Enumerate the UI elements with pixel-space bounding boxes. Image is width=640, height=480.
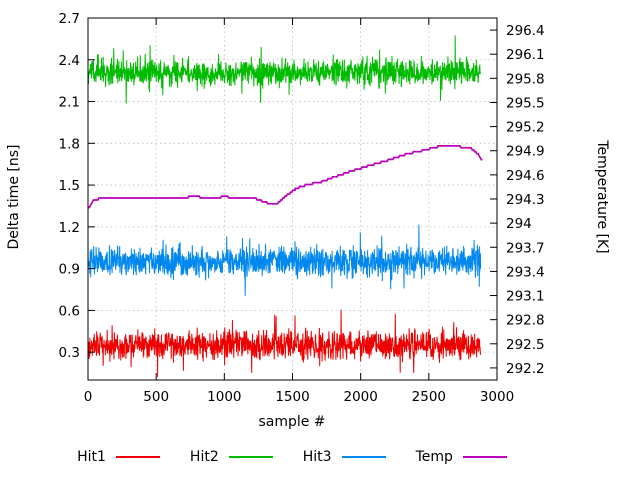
legend-label: Temp: [415, 449, 453, 465]
left-tick-label: 2.1: [59, 95, 80, 111]
right-tick-label: 293.7: [506, 240, 545, 256]
left-tick-label: 2.4: [59, 53, 80, 69]
x-tick-label: 3000: [480, 389, 514, 405]
series-hit3: [87, 224, 482, 296]
left-tick-label: 0.3: [59, 345, 80, 361]
x-tick-label: 2000: [343, 389, 377, 405]
legend: Hit1 Hit2 Hit3 Temp: [12, 449, 572, 465]
right-tick-label: 292.8: [506, 313, 545, 329]
tick-labels: 0.3 0.6 0.9 1.2 1.5 1.8 2.1 2.4 2.7 292.2 292.5 292…: [59, 11, 545, 405]
left-tick-label: 2.7: [59, 11, 80, 27]
right-tick-label: 294.9: [506, 144, 545, 160]
right-tick-label: 293.4: [506, 264, 545, 280]
legend-label: Hit1: [77, 449, 106, 465]
left-tick-label: 0.9: [59, 262, 80, 278]
legend-line-sample: [341, 456, 386, 458]
series-hit2: [87, 35, 482, 104]
x-tick-label: 0: [84, 389, 93, 405]
legend-item-temp: Temp: [416, 449, 507, 465]
right-tick-label: 294.3: [506, 192, 545, 208]
legend-line-sample: [462, 456, 507, 458]
right-tick-label: 295.2: [506, 120, 545, 136]
right-tick-label: 295.5: [506, 95, 545, 111]
x-axis-title: sample #: [258, 414, 326, 430]
legend-item-hit2: Hit2: [190, 449, 273, 465]
legend-line-sample: [228, 456, 273, 458]
right-tick-label: 294: [506, 216, 532, 232]
legend-line-sample: [115, 456, 160, 458]
right-tick-label: 296.4: [506, 23, 545, 39]
right-tick-label: 292.2: [506, 361, 545, 377]
x-tick-label: 1500: [275, 389, 309, 405]
x-tick-label: 1000: [207, 389, 241, 405]
tick-marks: [87, 17, 498, 380]
legend-item-hit3: Hit3: [303, 449, 386, 465]
x-tick-label: 2500: [412, 389, 446, 405]
legend-label: Hit2: [189, 449, 219, 465]
left-tick-label: 1.2: [59, 220, 80, 236]
right-tick-label: 295.8: [506, 71, 545, 87]
x-tick-label: 500: [143, 389, 169, 405]
left-tick-label: 0.6: [59, 303, 80, 319]
left-axis-title: Delta time [ns]: [6, 144, 22, 250]
legend-item-hit1: Hit1: [77, 449, 160, 465]
right-tick-label: 293.1: [506, 289, 545, 305]
right-axis-title: Temperature [K]: [594, 140, 610, 254]
right-tick-label: 292.5: [506, 337, 545, 353]
series-hit1: [87, 309, 482, 378]
left-tick-label: 1.5: [59, 178, 80, 194]
right-tick-label: 294.6: [506, 168, 545, 184]
series-temp: [88, 145, 483, 209]
right-tick-label: 296.1: [506, 47, 545, 63]
left-tick-label: 1.8: [59, 136, 80, 152]
legend-label: Hit3: [302, 449, 332, 465]
